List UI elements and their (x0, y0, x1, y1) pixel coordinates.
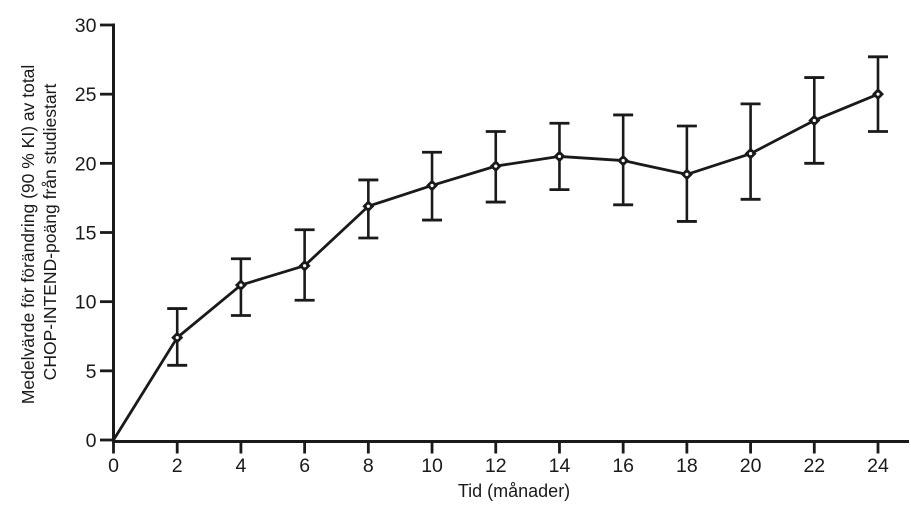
marker-center-dot (430, 183, 434, 188)
y-tick-label: 20 (75, 153, 97, 175)
x-tick-label: 8 (363, 455, 374, 477)
x-tick-label: 4 (235, 455, 246, 477)
x-tick-label: 12 (485, 455, 507, 477)
x-tick-label: 6 (299, 455, 310, 477)
x-tick-label: 22 (803, 455, 825, 477)
y-axis-label-line1: Medelvärde för förändring (90 % KI) av t… (18, 65, 38, 404)
y-axis-label-line2: CHOP-INTEND-poäng från studiestart (40, 84, 60, 381)
y-tick-label: 25 (75, 84, 97, 106)
x-tick-label: 24 (867, 455, 889, 477)
data-markers (171, 88, 884, 344)
x-tick-label: 20 (740, 455, 762, 477)
x-tick-label: 0 (108, 455, 119, 477)
y-axis-label: Medelvärde för förändring (90 % KI) av t… (18, 60, 60, 404)
y-tick-label: 10 (75, 292, 97, 314)
x-axis-label: Tid (månader) (458, 481, 570, 501)
y-tick-label: 0 (86, 430, 97, 452)
error-bars (167, 55, 888, 367)
marker-center-dot (621, 158, 625, 163)
marker-center-dot (239, 283, 243, 287)
marker-center-dot (494, 164, 498, 168)
y-tick-label: 30 (75, 15, 97, 37)
y-tick-label: 5 (86, 361, 97, 383)
marker-center-dot (812, 118, 816, 123)
y-tick-label: 15 (75, 223, 97, 245)
x-tick-label: 10 (421, 455, 443, 477)
x-tick-label: 16 (612, 455, 634, 477)
x-tick-label: 14 (549, 455, 571, 477)
marker-center-dot (876, 92, 880, 96)
y-axis: 0 5 10 15 20 25 30 (75, 15, 115, 452)
marker-center-dot (748, 152, 753, 156)
marker-center-dot (366, 204, 370, 208)
marker-center-dot (557, 154, 562, 159)
x-tick-label: 18 (676, 455, 698, 477)
x-tick-label: 2 (172, 455, 183, 477)
marker-center-dot (685, 172, 689, 176)
x-axis: 0 2 4 6 8 10 12 14 16 18 20 22 24 (108, 440, 909, 477)
marker-center-dot (175, 336, 179, 340)
marker-center-dot (303, 264, 307, 268)
